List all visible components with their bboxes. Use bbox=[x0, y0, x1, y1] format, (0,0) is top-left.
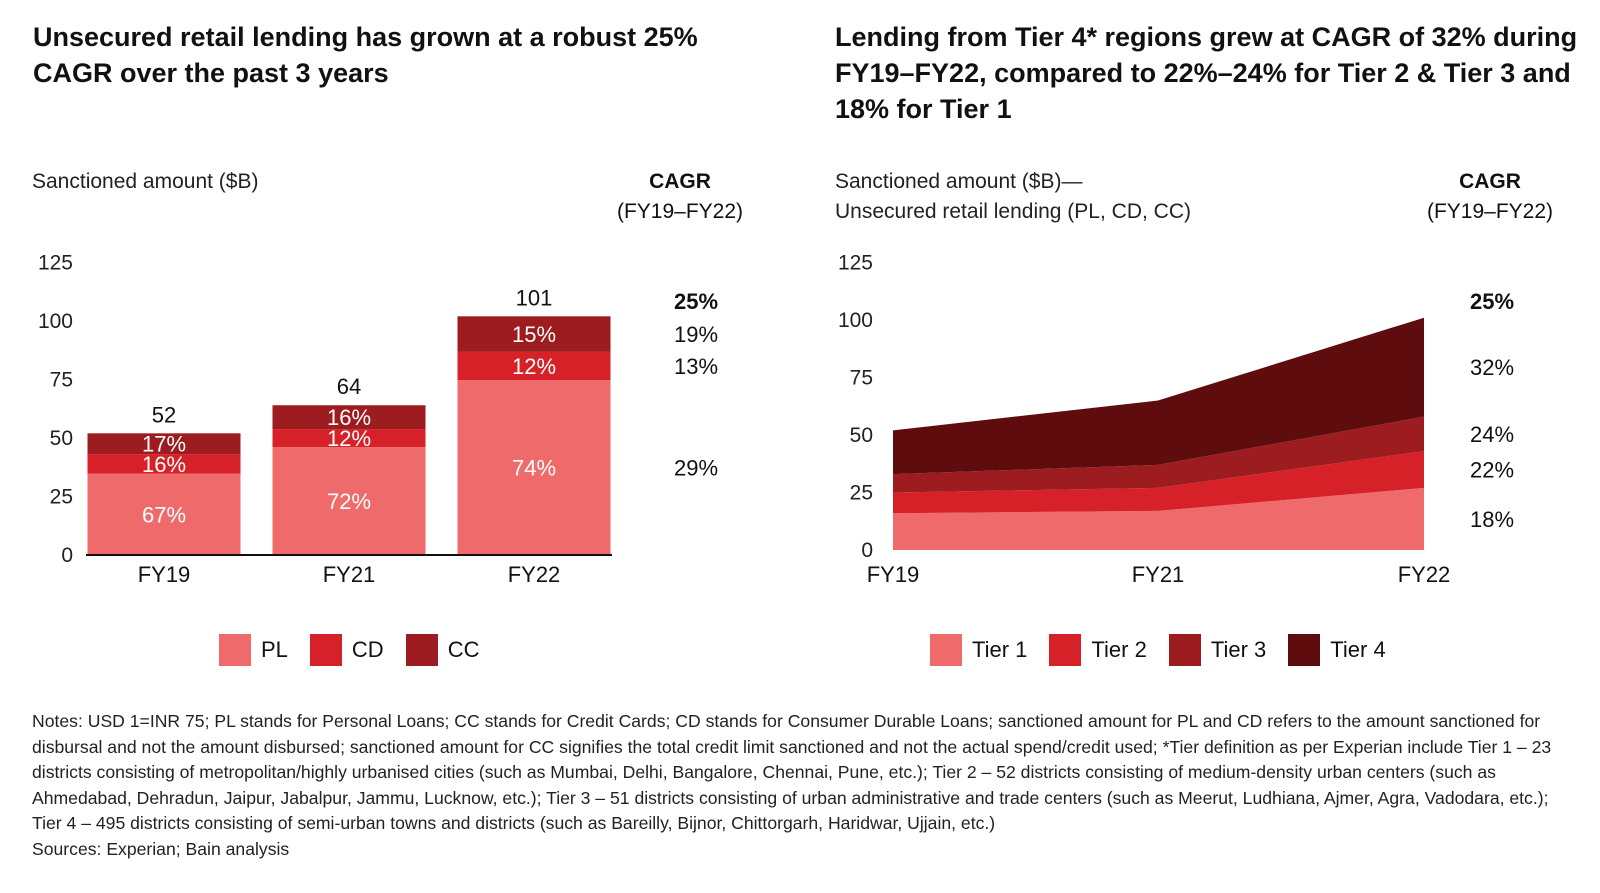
right-y-axis-label-line1: Sanctioned amount ($B)— bbox=[835, 170, 1083, 193]
right-cagr-title: CAGR bbox=[1459, 170, 1521, 193]
left-cagr-title: CAGR bbox=[649, 170, 711, 193]
legend-swatch bbox=[219, 634, 251, 666]
left-cagr-header: CAGR (FY19–FY22) bbox=[600, 167, 760, 227]
area-tier-1 bbox=[893, 487, 1424, 550]
left-y-tick-label: 75 bbox=[50, 369, 73, 392]
left-x-tick-label: FY21 bbox=[323, 562, 376, 587]
legend-swatch bbox=[1049, 634, 1082, 666]
bar-share-label: 74% bbox=[512, 456, 556, 481]
legend-label: Tier 4 bbox=[1330, 637, 1386, 662]
charts-canvas: 025507510012567%16%17%52FY1972%12%16%64F… bbox=[38, 252, 1514, 588]
sources-text: Sources: Experian; Bain analysis bbox=[32, 838, 290, 859]
bar-total-label: 52 bbox=[152, 402, 176, 427]
notes-text: Notes: USD 1=INR 75; PL stands for Perso… bbox=[32, 711, 1552, 833]
left-legend: PL CD CC bbox=[219, 634, 501, 666]
left-cagr-value-cc: 19% bbox=[674, 322, 718, 347]
area-tier-4 bbox=[893, 317, 1424, 475]
bar-segment-cd-fy21 bbox=[272, 429, 426, 448]
right-cagr-header: CAGR (FY19–FY22) bbox=[1410, 167, 1570, 227]
bar-share-label: 15% bbox=[512, 322, 556, 347]
bar-share-label: 72% bbox=[327, 489, 371, 514]
right-y-tick-label: 125 bbox=[838, 252, 873, 275]
bar-segment-cc-fy21 bbox=[272, 405, 426, 430]
right-y-tick-label: 75 bbox=[850, 367, 873, 390]
legend-item-tier-1: Tier 1 bbox=[930, 634, 1027, 666]
right-cagr-period: (FY19–FY22) bbox=[1426, 200, 1554, 223]
legend-label: PL bbox=[261, 637, 288, 662]
legend-swatch bbox=[309, 634, 342, 666]
legend-swatch bbox=[405, 634, 438, 666]
bar-total-label: 64 bbox=[337, 374, 361, 399]
right-y-tick-label: 25 bbox=[850, 482, 873, 505]
left-cagr-total: 25% bbox=[674, 289, 718, 314]
right-y-axis-label: Sanctioned amount ($B)— Unsecured retail… bbox=[835, 167, 1191, 227]
left-cagr-value-cd: 13% bbox=[674, 354, 718, 379]
legend-label: CD bbox=[351, 637, 384, 662]
left-y-axis-label: Sanctioned amount ($B) bbox=[32, 170, 259, 193]
right-legend: Tier 1 Tier 2 Tier 3 Tier 4 bbox=[930, 634, 1408, 666]
left-y-tick-label: 0 bbox=[61, 544, 73, 567]
bar-segment-pl-fy19 bbox=[87, 473, 241, 555]
legend-label: Tier 2 bbox=[1091, 637, 1147, 662]
left-chart-title: Unsecured retail lending has grown at a … bbox=[33, 22, 698, 88]
left-cagr-value-pl: 29% bbox=[674, 456, 718, 481]
legend-swatch bbox=[1288, 634, 1321, 666]
legend-item-pl: PL bbox=[219, 634, 288, 666]
area-tier-2 bbox=[893, 451, 1424, 514]
right-x-tick-label: FY19 bbox=[867, 562, 920, 587]
bar-share-label: 16% bbox=[327, 405, 371, 430]
left-bar-chart: 025507510012567%16%17%52FY1972%12%16%64F… bbox=[38, 252, 718, 588]
legend-item-tier-3: Tier 3 bbox=[1168, 634, 1267, 666]
left-x-tick-label: FY19 bbox=[138, 562, 191, 587]
bar-total-label: 101 bbox=[516, 285, 553, 310]
legend-item-cd: CD bbox=[309, 634, 384, 666]
legend-label: Tier 3 bbox=[1210, 637, 1267, 662]
right-area-chart: 0 25 50 75 100 125 18% 22% 24% 32% FY19 FY21 FY22 25% bbox=[838, 252, 1514, 588]
legend-swatch bbox=[930, 634, 962, 666]
bar-segment-pl-fy21 bbox=[272, 447, 426, 555]
legend-swatch bbox=[1168, 634, 1201, 666]
legend-item-cc: CC bbox=[405, 634, 480, 666]
bar-share-label: 12% bbox=[327, 426, 371, 451]
bar-segment-cc-fy22 bbox=[457, 316, 611, 352]
left-y-tick-label: 100 bbox=[38, 310, 73, 333]
footnotes: Notes: USD 1=INR 75; PL stands for Perso… bbox=[32, 709, 1577, 862]
legend-item-tier-4: Tier 4 bbox=[1288, 634, 1386, 666]
right-cagr-value-tier-1: 18% bbox=[1470, 507, 1514, 532]
left-x-tick-label: FY22 bbox=[508, 562, 561, 587]
right-y-axis-label-line2: Unsecured retail lending (PL, CD, CC) bbox=[835, 200, 1191, 223]
left-y-tick-label: 125 bbox=[38, 252, 73, 275]
legend-label: Tier 1 bbox=[972, 637, 1028, 662]
bar-segment-cc-fy19 bbox=[87, 433, 241, 455]
right-y-tick-label: 0 bbox=[861, 539, 873, 562]
left-y-tick-label: 25 bbox=[50, 486, 73, 509]
right-x-tick-label: FY21 bbox=[1132, 562, 1185, 587]
bar-segment-cd-fy19 bbox=[87, 454, 241, 474]
right-cagr-value-tier-2: 22% bbox=[1470, 458, 1514, 483]
area-tier-3 bbox=[893, 416, 1424, 493]
bar-segment-pl-fy22 bbox=[457, 380, 611, 555]
legend-item-tier-2: Tier 2 bbox=[1049, 634, 1147, 666]
legend-label: CC bbox=[447, 637, 480, 662]
bar-share-label: 16% bbox=[142, 452, 186, 477]
right-y-tick-label: 50 bbox=[850, 424, 873, 447]
bar-share-label: 12% bbox=[512, 354, 556, 379]
bar-share-label: 17% bbox=[142, 432, 186, 457]
bar-segment-cd-fy22 bbox=[457, 351, 611, 381]
right-cagr-value-tier-3: 24% bbox=[1470, 422, 1514, 447]
right-x-tick-label: FY22 bbox=[1398, 562, 1451, 587]
right-cagr-value-tier-4: 32% bbox=[1470, 355, 1514, 380]
right-y-tick-label: 100 bbox=[838, 309, 873, 332]
right-chart-title: Lending from Tier 4* regions grew at CAG… bbox=[835, 22, 1578, 124]
left-y-tick-label: 50 bbox=[50, 427, 73, 450]
bar-share-label: 67% bbox=[142, 502, 186, 527]
left-cagr-period: (FY19–FY22) bbox=[616, 200, 744, 223]
right-cagr-total: 25% bbox=[1470, 289, 1514, 314]
